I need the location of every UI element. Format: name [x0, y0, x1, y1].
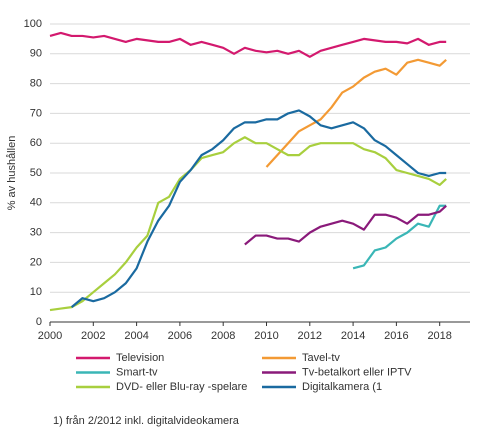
- series-line: [265, 58, 447, 168]
- legend-label: Digitalkamera (1: [302, 381, 382, 393]
- series-line: [70, 109, 447, 308]
- y-tick-label: 50: [30, 167, 42, 179]
- x-tick-label: 2006: [168, 330, 192, 342]
- x-tick-label: 2012: [298, 330, 322, 342]
- x-tick-label: 2000: [38, 330, 62, 342]
- legend-label: Smart-tv: [116, 366, 158, 378]
- legend-label: Tv-betalkort eller IPTV: [302, 366, 412, 378]
- x-tick-label: 2016: [384, 330, 408, 342]
- legend-label: Tavel-tv: [302, 352, 340, 364]
- series-line: [244, 204, 447, 246]
- y-tick-label: 0: [36, 316, 42, 328]
- x-tick-label: 2008: [211, 330, 235, 342]
- x-tick-label: 2010: [254, 330, 278, 342]
- y-tick-label: 30: [30, 227, 42, 239]
- y-axis-label: % av hushållen: [6, 136, 18, 211]
- y-tick-label: 100: [24, 18, 42, 30]
- y-tick-label: 70: [30, 107, 42, 119]
- footnote: 1) från 2/2012 inkl. digitalvideokamera: [53, 415, 240, 427]
- y-tick-label: 20: [30, 256, 42, 268]
- series-line: [352, 204, 447, 270]
- y-tick-label: 80: [30, 78, 42, 90]
- x-tick-label: 2002: [81, 330, 105, 342]
- series-line: [49, 31, 447, 58]
- legend-label: Television: [116, 352, 164, 364]
- y-tick-label: 60: [30, 137, 42, 149]
- x-tick-label: 2014: [341, 330, 365, 342]
- series-line: [49, 136, 447, 312]
- x-tick-label: 2004: [124, 330, 148, 342]
- y-tick-label: 90: [30, 48, 42, 60]
- legend-label: DVD- eller Blu-ray -spelare: [116, 381, 247, 393]
- x-tick-label: 2018: [427, 330, 451, 342]
- y-tick-label: 10: [30, 286, 42, 298]
- y-tick-label: 40: [30, 197, 42, 209]
